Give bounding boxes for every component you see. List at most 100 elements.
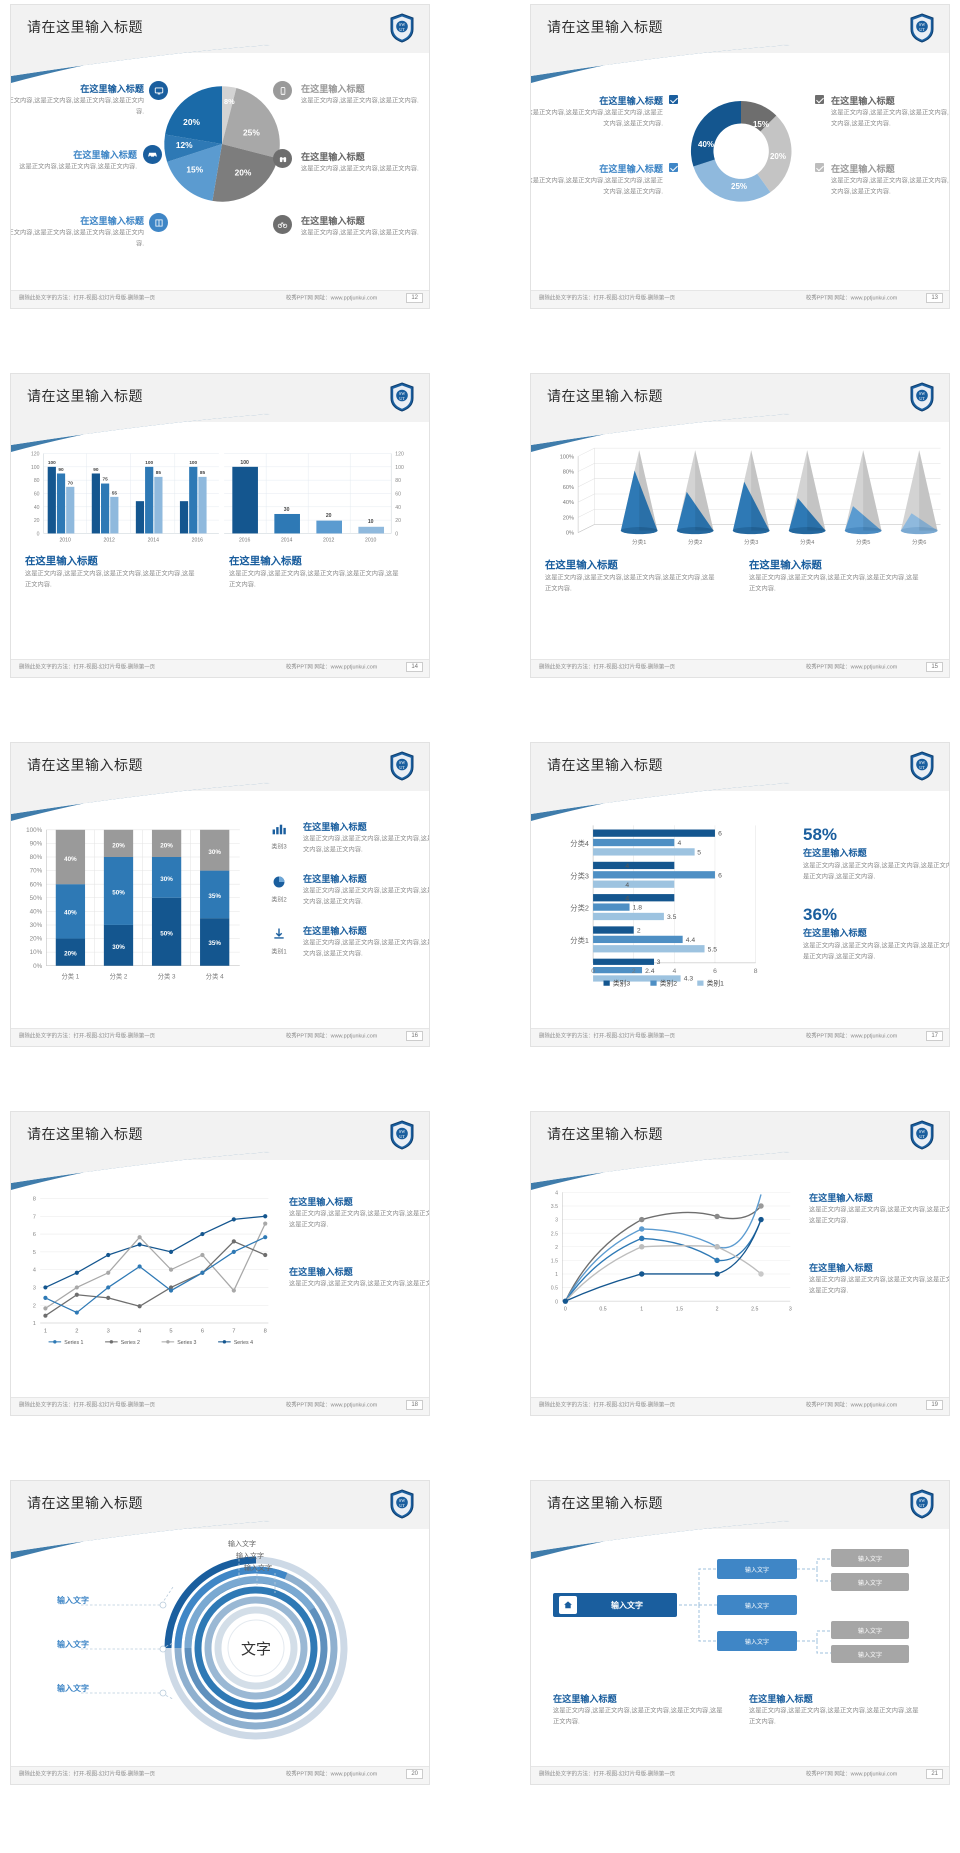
flow-leaf-node-3[interactable]: 输入文字: [831, 1621, 909, 1639]
stat-block-2[interactable]: 36% 在这里输入标题 这是正文内容,这是正文内容,这是正文内容,这是正文内容,…: [803, 905, 949, 960]
slide-footer: 删除此处文字的方法：打开-视图-幻灯片母版-删除第一页 校秀PPT网 网址：ww…: [531, 659, 949, 677]
checkbox-checked-dark[interactable]: [669, 95, 678, 104]
svg-text:6: 6: [718, 872, 722, 879]
svg-text:4: 4: [555, 1190, 558, 1196]
checkbox-checked-gray-light[interactable]: [815, 163, 824, 172]
slide-concentric-circles[interactable]: 请在这里输入标题 SW UT: [10, 1480, 430, 1785]
svg-text:20%: 20%: [235, 168, 252, 178]
line-caption-1[interactable]: 在这里输入标题 这是正文内容,这是正文内容,这是正文内容,这是正文内容,这是正文…: [289, 1198, 429, 1229]
svg-text:分类5: 分类5: [856, 538, 870, 546]
svg-text:类别1: 类别1: [707, 979, 725, 988]
flow-leaf-label-3: 输入文字: [857, 1628, 882, 1635]
slide-footer: 删除此处文字的方法：打开-视图-幻灯片母版-删除第一页 校秀PPT网 网址：ww…: [11, 290, 429, 308]
slide-cone-chart[interactable]: 请在这里输入标题 SW UT 100% 80% 60% 40% 20% 0%: [530, 373, 950, 678]
stacked-item-3[interactable]: 在这里输入标题 这是正文内容,这是正文内容,这是正文内容,这是正文内容,这是正文…: [303, 927, 430, 958]
slide-footer: 删除此处文字的方法：打开-视图-幻灯片母版-删除第一页 校秀PPT网 网址：ww…: [531, 1397, 949, 1415]
circle-label-left-2[interactable]: 输入文字: [57, 1640, 89, 1649]
decorative-swoosh: [11, 781, 270, 821]
pie-right-item-3[interactable]: 在这里输入标题 这是正文内容,这是正文内容,这是正文内容.: [301, 217, 419, 237]
checkbox-checked-mid[interactable]: [669, 163, 678, 172]
svg-text:15%: 15%: [753, 120, 769, 129]
donut-right-item-2[interactable]: 在这里输入标题 这是正文内容,这是正文内容,这是正文内容,这是正文内容,这是正文…: [831, 165, 949, 196]
circle-label-top-2[interactable]: 输入文字: [236, 1553, 264, 1560]
line-chart: 8 7 6 5 4 3 2 1: [33, 1197, 269, 1345]
pie-left-item-1[interactable]: 在这里输入标题 这是正文内容,这是正文内容,这是正文内容,这是正文内容.: [11, 85, 144, 116]
svg-text:7: 7: [232, 1328, 235, 1334]
footer-left-text: 删除此处文字的方法：打开-视图-幻灯片母版-删除第一页: [539, 294, 676, 301]
svg-text:4: 4: [625, 863, 629, 870]
donut-left-item-2[interactable]: 在这里输入标题 这是正文内容,这是正文内容,这是正文内容,这是正文内容,这是正文…: [530, 165, 663, 196]
cone-caption-2[interactable]: 在这里输入标题 这是正文内容,这是正文内容,这是正文内容,这是正文内容,这是正文…: [749, 559, 919, 593]
flow-caption-2[interactable]: 在这里输入标题 这是正文内容,这是正文内容,这是正文内容,这是正文内容,这是正文…: [749, 1695, 919, 1726]
slide-org-flow[interactable]: 请在这里输入标题 SW UT: [530, 1480, 950, 1785]
svg-text:7: 7: [33, 1214, 36, 1220]
smooth-caption-1[interactable]: 在这里输入标题 这是正文内容,这是正文内容,这是正文内容,这是正文内容,这是正文…: [809, 1194, 949, 1225]
footer-right-text: 校秀PPT网 网址：www.pptjunkui.com: [285, 663, 377, 670]
column-caption-1[interactable]: 在这里输入标题 这是正文内容,这是正文内容,这是正文内容,这是正文内容,这是正文…: [25, 555, 195, 589]
svg-text:90: 90: [93, 467, 99, 472]
circle-label-left-3[interactable]: 输入文字: [57, 1684, 89, 1693]
line-caption-2[interactable]: 在这里输入标题 这是正文内容,这是正文内容,这是正文内容,这是正文内容.: [289, 1268, 429, 1288]
flow-mid-node-1[interactable]: 输入文字: [717, 1559, 797, 1579]
svg-text:40%: 40%: [698, 140, 714, 149]
flow-caption-1[interactable]: 在这里输入标题 这是正文内容,这是正文内容,这是正文内容,这是正文内容,这是正文…: [553, 1695, 723, 1726]
checkbox-checked-gray-dark[interactable]: [815, 95, 824, 104]
slide-donut-chart[interactable]: 请在这里输入标题 SW UT 15% 20%: [530, 4, 950, 309]
decorative-swoosh: [531, 781, 790, 821]
slide-horizontal-bar[interactable]: 请在这里输入标题 SW UT: [530, 742, 950, 1047]
pie-right-item-2[interactable]: 在这里输入标题 这是正文内容,这是正文内容,这是正文内容.: [301, 153, 419, 173]
stacked-item-1[interactable]: 在这里输入标题 这是正文内容,这是正文内容,这是正文内容,这是正文内容,这是正文…: [303, 823, 430, 854]
stacked-item-2[interactable]: 在这里输入标题 这是正文内容,这是正文内容,这是正文内容,这是正文内容,这是正文…: [303, 875, 430, 906]
svg-text:2: 2: [716, 1307, 719, 1313]
stat-title-2: 在这里输入标题: [803, 929, 867, 939]
svg-text:6: 6: [201, 1328, 204, 1334]
flow-mid-node-3[interactable]: 输入文字: [717, 1631, 797, 1651]
svg-text:100: 100: [31, 465, 40, 471]
svg-text:90%: 90%: [30, 841, 43, 848]
svg-text:4.3: 4.3: [684, 976, 694, 983]
slide-column-charts[interactable]: 请在这里输入标题 SW UT 120 100 80 60 40 20 0: [10, 373, 430, 678]
svg-text:3.5: 3.5: [551, 1204, 558, 1210]
pie-left-item-3[interactable]: 在这里输入标题 这是正文内容,这是正文内容,这是正文内容,这是正文内容.: [11, 217, 144, 248]
column-caption-2[interactable]: 在这里输入标题 这是正文内容,这是正文内容,这是正文内容,这是正文内容,这是正文…: [229, 555, 399, 589]
svg-text:UT: UT: [399, 396, 405, 401]
circle-label-top-3[interactable]: 输入文字: [244, 1565, 272, 1572]
slide-body: 文字 输入文字 输入文字 输入文字 输入文字 输入文字 输入文字: [11, 1541, 429, 1764]
svg-text:3.5: 3.5: [667, 914, 677, 921]
flow-leaf-node-2[interactable]: 输入文字: [831, 1573, 909, 1591]
svg-text:2016: 2016: [192, 538, 204, 544]
smooth-caption-2[interactable]: 在这里输入标题 这是正文内容,这是正文内容,这是正文内容,这是正文内容,这是正文…: [809, 1264, 949, 1295]
slide-smooth-line-chart[interactable]: 请在这里输入标题 SW UT: [530, 1111, 950, 1416]
cone-caption-1[interactable]: 在这里输入标题 这是正文内容,这是正文内容,这是正文内容,这是正文内容,这是正文…: [545, 559, 715, 593]
svg-text:3: 3: [33, 1286, 36, 1292]
page-number: 20: [406, 1769, 423, 1779]
flow-mid-node-2[interactable]: 输入文字: [717, 1595, 797, 1615]
footer-left-text: 删除此处文字的方法：打开-视图-幻灯片母版-删除第一页: [539, 1770, 676, 1777]
circle-label-top-1[interactable]: 输入文字: [228, 1541, 256, 1548]
slide-footer: 删除此处文字的方法：打开-视图-幻灯片母版-删除第一页 校秀PPT网 网址：ww…: [531, 1766, 949, 1784]
circle-label-left-1[interactable]: 输入文字: [57, 1596, 89, 1605]
pie-left-item-2[interactable]: 在这里输入标题 这是正文内容,这是正文内容,这是正文内容.: [19, 151, 137, 171]
pie-right-item-1[interactable]: 在这里输入标题 这是正文内容,这是正文内容,这是正文内容.: [301, 85, 419, 105]
flow-root-node[interactable]: 输入文字: [553, 1593, 677, 1617]
flow-leaf-node-1[interactable]: 输入文字: [831, 1549, 909, 1567]
svg-text:35%: 35%: [208, 940, 221, 947]
slide-pie-chart[interactable]: 请在这里输入标题 SW UT: [10, 4, 430, 309]
stat-title-1: 在这里输入标题: [803, 849, 867, 859]
slide-line-chart[interactable]: 请在这里输入标题 SW UT 8 7 6 5: [10, 1111, 430, 1416]
stacked-100-chart: 100% 90% 80% 70% 60% 50% 40% 30% 20% 10% 0%: [26, 827, 240, 980]
svg-text:分类 2: 分类 2: [110, 971, 128, 980]
stat-block-1[interactable]: 58% 在这里输入标题 这是正文内容,这是正文内容,这是正文内容,这是正文内容,…: [803, 825, 949, 880]
svg-text:80%: 80%: [30, 854, 43, 861]
svg-text:0%: 0%: [566, 531, 574, 537]
svg-text:SW: SW: [399, 1498, 405, 1503]
donut-right-item-1[interactable]: 在这里输入标题 这是正文内容,这是正文内容,这是正文内容,这是正文内容,这是正文…: [831, 97, 949, 128]
stat-text-1: 这是正文内容,这是正文内容,这是正文内容,这是正文内容,这是正文内容,这是正文内…: [803, 862, 950, 881]
donut-left-item-1[interactable]: 在这里输入标题 这是正文内容,这是正文内容,这是正文内容,这是正文内容,这是正文…: [530, 97, 663, 128]
slide-stacked-bar[interactable]: 请在这里输入标题 SW UT 100% 90% 80% 70% 60% 50% 40% 3…: [10, 742, 430, 1047]
svg-text:0%: 0%: [33, 963, 42, 970]
svg-text:2: 2: [632, 968, 636, 975]
svg-text:UT: UT: [919, 765, 925, 770]
flow-leaf-node-4[interactable]: 输入文字: [831, 1645, 909, 1663]
svg-text:100: 100: [240, 460, 249, 466]
